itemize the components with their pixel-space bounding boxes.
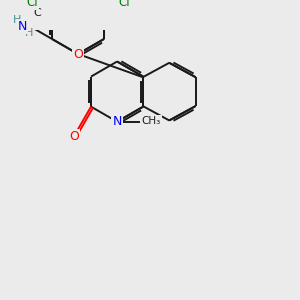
Text: H: H xyxy=(25,28,33,38)
Text: CH₃: CH₃ xyxy=(141,116,160,126)
Text: Cl: Cl xyxy=(118,0,130,9)
Text: N: N xyxy=(18,20,27,33)
Text: N: N xyxy=(19,20,28,33)
Text: H: H xyxy=(13,15,22,25)
Text: O: O xyxy=(69,130,79,143)
Text: Cl: Cl xyxy=(26,0,38,9)
Text: C: C xyxy=(34,8,41,18)
Text: N: N xyxy=(112,115,122,128)
Text: O: O xyxy=(73,47,83,61)
